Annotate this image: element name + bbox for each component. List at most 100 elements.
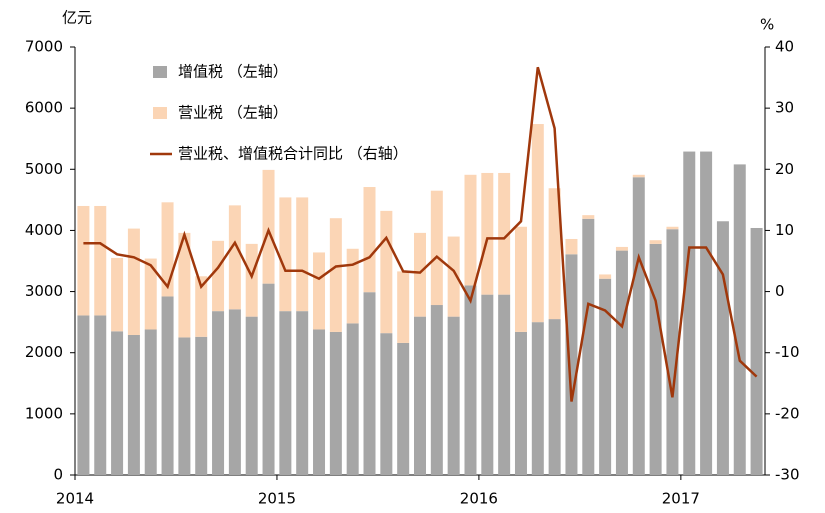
bar <box>127 334 140 475</box>
bar <box>195 336 208 475</box>
bar <box>615 250 628 475</box>
legend-swatch <box>153 66 167 78</box>
x-tick-label: 2014 <box>56 490 94 508</box>
bar <box>363 187 376 293</box>
y-tick-label: 1000 <box>25 404 63 422</box>
bar <box>599 274 612 279</box>
bar <box>363 292 376 475</box>
bar <box>414 232 426 317</box>
bar <box>111 331 124 475</box>
y2-tick-label: 10 <box>775 221 794 239</box>
legend-label: 营业税、增值税合计同比 （右轴） <box>178 145 408 163</box>
legend-label: 增值税 （左轴） <box>178 63 288 81</box>
bar <box>683 151 696 475</box>
bar <box>212 311 225 475</box>
bar <box>632 174 645 178</box>
bar <box>313 252 326 330</box>
bar <box>195 276 208 337</box>
y2-tick-label: 30 <box>775 99 794 117</box>
bar <box>397 271 410 343</box>
bar <box>447 236 460 317</box>
bar <box>700 151 713 475</box>
bar <box>750 227 763 475</box>
bar <box>262 169 275 284</box>
bar <box>329 218 342 332</box>
bar <box>313 329 326 475</box>
legend-label: 营业税 （左轴） <box>178 104 288 122</box>
bar <box>296 197 309 312</box>
y-tick-label: 7000 <box>25 38 63 56</box>
bar <box>531 322 544 475</box>
y-tick-label: 4000 <box>25 221 63 239</box>
bar <box>582 215 595 219</box>
bar <box>548 319 561 475</box>
bar <box>565 254 578 475</box>
bar <box>296 311 309 475</box>
bar <box>666 229 679 475</box>
bar <box>144 329 157 475</box>
bar <box>228 309 241 475</box>
bar <box>649 240 662 244</box>
y-tick-label: 5000 <box>25 160 63 178</box>
bar <box>414 316 426 475</box>
bar <box>498 172 511 295</box>
bar <box>144 258 157 330</box>
bar <box>178 337 191 475</box>
bar <box>649 243 662 475</box>
bar <box>111 257 124 332</box>
y2-tick-label: -10 <box>775 343 800 361</box>
bar <box>733 164 746 475</box>
legend-swatch <box>153 107 167 119</box>
y2-tick-label: 20 <box>775 160 794 178</box>
y-tick-label: 6000 <box>25 99 63 117</box>
bar <box>94 205 107 316</box>
bar <box>464 285 477 475</box>
y2-tick-label: 40 <box>775 38 794 56</box>
x-tick-label: 2016 <box>460 490 498 508</box>
bar <box>161 202 174 297</box>
bar <box>481 294 494 475</box>
bar <box>582 218 595 475</box>
bar <box>380 210 393 334</box>
bar <box>178 232 191 338</box>
bar <box>245 243 258 317</box>
bar <box>481 172 494 295</box>
bar <box>632 177 645 475</box>
y2-tick-label: -20 <box>775 404 800 422</box>
bar <box>380 333 393 475</box>
y2-tick-label: -30 <box>775 466 800 484</box>
bar <box>615 246 628 251</box>
bar <box>430 190 443 306</box>
line <box>83 66 758 402</box>
bar <box>228 205 241 310</box>
bar <box>77 205 90 316</box>
bar <box>346 248 359 324</box>
left-unit: 亿元 <box>62 9 92 27</box>
bar <box>262 283 275 475</box>
bar <box>397 342 410 475</box>
bar <box>245 316 258 475</box>
bar <box>464 174 477 286</box>
bar <box>212 240 225 312</box>
bar <box>430 305 443 475</box>
bar <box>447 316 460 475</box>
bar <box>161 296 174 475</box>
bar <box>565 238 578 255</box>
x-tick-label: 2017 <box>662 490 700 508</box>
y-tick-label: 0 <box>53 466 63 484</box>
bar <box>599 278 612 475</box>
bar <box>514 331 527 475</box>
bar <box>77 315 90 475</box>
x-tick-label: 2015 <box>258 490 296 508</box>
bar <box>127 228 140 335</box>
y-tick-label: 3000 <box>25 282 63 300</box>
bar <box>548 188 561 320</box>
right-unit: % <box>760 16 774 34</box>
bar <box>531 124 544 323</box>
bar <box>514 226 527 332</box>
y-tick-label: 2000 <box>25 343 63 361</box>
bar <box>279 197 292 312</box>
bar <box>329 331 342 475</box>
bar <box>279 311 292 475</box>
